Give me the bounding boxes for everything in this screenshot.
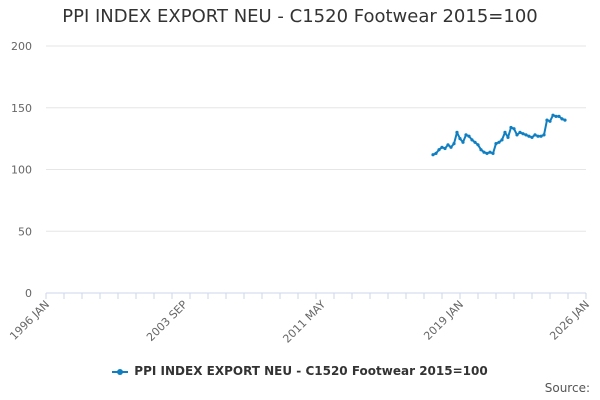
series-point	[440, 145, 444, 149]
series-point	[503, 130, 507, 134]
series-point	[458, 137, 462, 141]
series-point	[563, 118, 567, 122]
series-point	[452, 142, 456, 146]
series-point	[506, 135, 510, 139]
series-point	[515, 133, 519, 137]
series-point	[431, 153, 435, 157]
series-point	[509, 125, 513, 130]
series-point	[476, 143, 480, 147]
x-tick-label: 2019 JAN	[421, 298, 466, 343]
series-point	[488, 150, 492, 154]
legend-series-marker-icon	[112, 366, 129, 378]
x-tick-label: 1996 JAN	[7, 298, 52, 343]
series-point	[491, 151, 495, 155]
y-axis: 0 50 100 150 200	[11, 40, 32, 300]
series-point	[461, 140, 465, 144]
series-point	[437, 148, 441, 152]
series-point	[455, 130, 459, 134]
series-point	[500, 138, 504, 142]
series-point	[449, 145, 453, 149]
series-point	[548, 119, 552, 123]
series-point	[545, 118, 549, 122]
series-point	[494, 142, 498, 146]
source-credits[interactable]: Source:	[544, 381, 590, 395]
gridlines	[46, 45, 586, 294]
series-point	[434, 151, 438, 155]
legend[interactable]: PPI INDEX EXPORT NEU - C1520 Footwear 20…	[0, 364, 600, 378]
series-point	[554, 114, 558, 118]
y-tick-label: 50	[18, 225, 32, 238]
y-tick-label: 150	[11, 102, 32, 115]
series-point	[446, 143, 450, 147]
x-tick-label: 2003 SEP	[144, 298, 190, 344]
series-point	[557, 114, 561, 118]
series-point	[464, 133, 468, 137]
series-point	[512, 127, 516, 131]
chart-title: PPI INDEX EXPORT NEU - C1520 Footwear 20…	[62, 6, 538, 27]
y-tick-label: 100	[11, 164, 32, 177]
series-point	[521, 132, 525, 136]
x-tick-label: 2011 MAY	[280, 298, 328, 346]
series-point	[479, 148, 483, 152]
x-axis: 1996 JAN 2003 SEP 2011 MAY 2019 JAN 2026 JAN	[7, 293, 592, 346]
y-tick-label: 200	[11, 40, 32, 53]
series-point	[443, 146, 447, 151]
series-point	[473, 140, 477, 144]
series-point	[518, 130, 522, 134]
series-group	[431, 113, 567, 157]
series-point	[470, 138, 474, 142]
series-point	[533, 133, 537, 137]
series-point	[551, 113, 555, 117]
series-point	[482, 150, 486, 154]
series-point	[527, 134, 531, 138]
legend-series-label: PPI INDEX EXPORT NEU - C1520 Footwear 20…	[134, 364, 488, 378]
series-point	[524, 133, 528, 137]
series-point	[530, 135, 534, 139]
x-tick-label: 2026 JAN	[547, 298, 592, 343]
series-point	[497, 140, 501, 144]
series-point	[539, 134, 543, 138]
y-tick-label: 0	[25, 287, 32, 300]
series-point	[536, 134, 540, 138]
series-point	[467, 134, 471, 138]
series-point	[560, 117, 564, 121]
series-point	[485, 151, 489, 155]
series-point	[542, 133, 546, 137]
